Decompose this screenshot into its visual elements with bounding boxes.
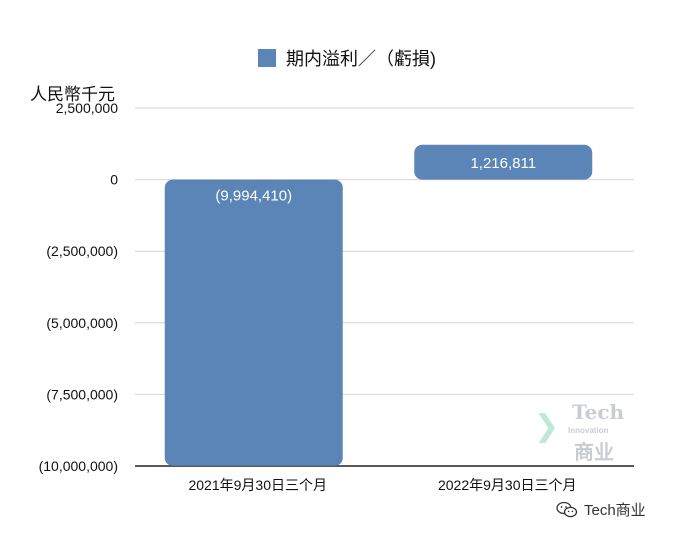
y-tick-label: (7,500,000)	[46, 386, 118, 402]
chevron-right-icon: ❯	[534, 410, 560, 443]
legend-label: 期内溢利／（虧損)	[286, 49, 436, 69]
watermark-logo: ❯ Tech Innovation 商业	[534, 400, 634, 464]
data-label: (9,994,410)	[215, 188, 292, 205]
x-tick-label: 2022年9月30日三个月	[438, 477, 577, 493]
y-axis-unit: 人民幣千元	[30, 85, 115, 104]
x-tick-label: 2021年9月30日三个月	[188, 477, 327, 493]
bar	[414, 144, 593, 180]
watermark-line1: Tech	[572, 400, 625, 424]
y-tick-label: (5,000,000)	[46, 315, 118, 331]
legend: 期内溢利／（虧損)	[258, 46, 436, 70]
y-tick-label: (10,000,000)	[39, 458, 118, 474]
footer-brand: Tech商业	[556, 499, 646, 520]
y-tick-label: 2,500,000	[56, 100, 118, 116]
legend-swatch	[258, 49, 276, 67]
wechat-icon	[556, 501, 578, 517]
y-tick-label: 0	[110, 172, 118, 188]
y-tick-label: (2,500,000)	[46, 243, 118, 259]
data-label: 1,216,811	[470, 155, 536, 172]
footer-brand-label: Tech商业	[584, 502, 646, 519]
watermark-line3: 商业	[574, 442, 614, 464]
bar	[164, 179, 343, 466]
watermark-line2: Innovation	[568, 426, 609, 435]
